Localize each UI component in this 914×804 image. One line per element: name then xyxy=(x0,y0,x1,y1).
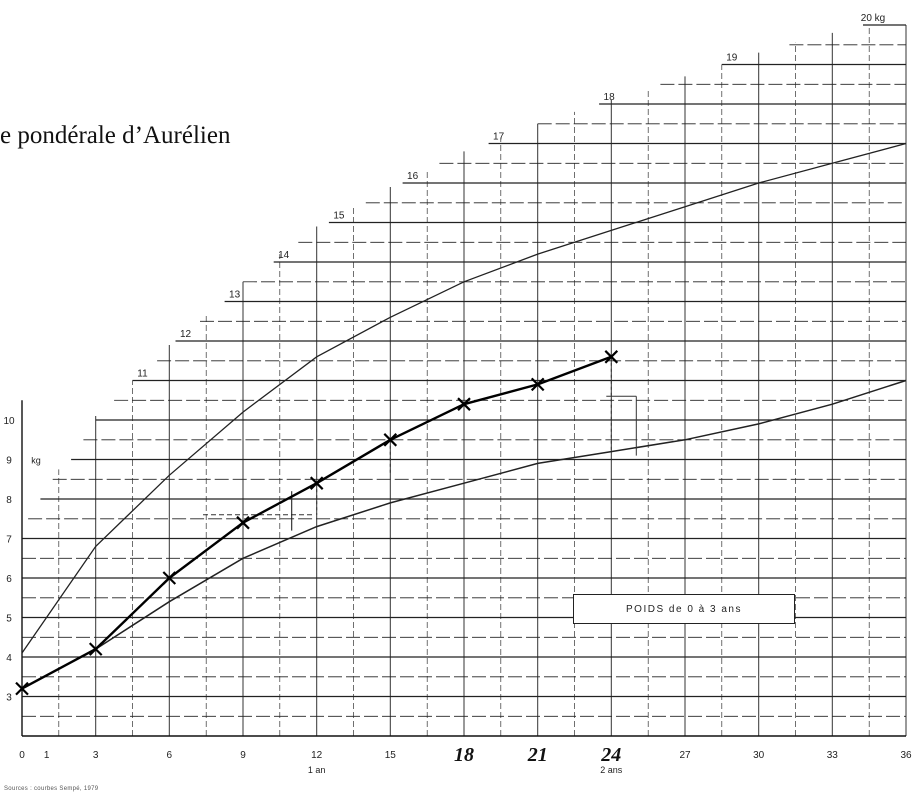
data-point-mark xyxy=(236,515,250,530)
data-point-6 xyxy=(162,571,177,585)
y-tick-label-14: 14 xyxy=(278,250,290,261)
source-note: Sources : courbes Sempé, 1979 xyxy=(4,786,99,792)
data-point-mark xyxy=(15,681,29,696)
data-point-mark xyxy=(530,377,545,392)
handwritten-tick-24: 24 xyxy=(600,744,621,766)
y-unit-label: kg xyxy=(31,456,41,466)
x-tick-label-36: 36 xyxy=(900,750,912,761)
y-tick-label-3: 3 xyxy=(6,693,12,704)
y-tick-label-8: 8 xyxy=(6,495,12,506)
chart-title: e pondérale d’Aurélien xyxy=(0,122,231,149)
data-point-15 xyxy=(383,433,398,447)
y-tick-label-10: 10 xyxy=(3,416,15,427)
y-tick-label-4: 4 xyxy=(6,653,12,664)
data-point-mark xyxy=(309,476,324,490)
data-point-9 xyxy=(236,515,250,530)
data-point-mark xyxy=(604,350,619,364)
y-tick-label-20: 20 kg xyxy=(861,13,885,24)
lower-reference-curve xyxy=(95,379,907,650)
data-point-12 xyxy=(309,476,324,490)
y-tick-label-17: 17 xyxy=(493,132,505,143)
x-sub-label: 2 ans xyxy=(600,765,623,775)
x-tick-label-15: 15 xyxy=(385,750,397,761)
y-tick-label-19: 19 xyxy=(726,53,738,64)
data-point-18 xyxy=(457,397,471,411)
y-tick-label-7: 7 xyxy=(6,535,12,546)
y-tick-label-15: 15 xyxy=(333,211,345,222)
y-tick-label-6: 6 xyxy=(6,574,12,585)
y-tick-label-13: 13 xyxy=(229,290,241,301)
y-tick-label-18: 18 xyxy=(604,92,616,103)
data-point-21 xyxy=(530,377,545,392)
y-tick-label-16: 16 xyxy=(407,171,419,182)
x-tick-label-33: 33 xyxy=(827,750,839,761)
x-tick-label-12: 12 xyxy=(311,750,323,761)
x-tick-label-30: 30 xyxy=(753,750,765,761)
x-tick-label-1: 1 xyxy=(44,750,50,761)
data-point-24 xyxy=(604,350,619,364)
handwritten-tick-18: 18 xyxy=(454,744,474,766)
x-tick-label-9: 9 xyxy=(240,750,246,761)
y-tick-label-5: 5 xyxy=(6,614,12,625)
data-point-mark xyxy=(383,433,398,447)
y-tick-label-12: 12 xyxy=(180,329,192,340)
x-sub-label: 1 an xyxy=(308,765,326,775)
handwritten-tick-21: 21 xyxy=(527,744,548,766)
upper-reference-curve xyxy=(21,142,907,654)
x-tick-label-0: 0 xyxy=(19,750,25,761)
data-point-mark xyxy=(457,397,471,411)
y-tick-label-9: 9 xyxy=(6,456,12,467)
y-tick-label-11: 11 xyxy=(137,369,148,380)
data-point-mark xyxy=(162,571,177,585)
reference-curves xyxy=(21,142,907,654)
chart-box-label: POIDS de 0 à 3 ans xyxy=(573,594,795,624)
x-tick-label-27: 27 xyxy=(679,750,691,761)
data-point-mark xyxy=(88,642,103,656)
data-point-3 xyxy=(88,642,103,656)
x-tick-label-6: 6 xyxy=(167,750,173,761)
data-point-0 xyxy=(15,681,29,696)
x-tick-label-3: 3 xyxy=(93,750,99,761)
annotation-marks xyxy=(203,356,637,531)
weight-series xyxy=(15,350,619,696)
